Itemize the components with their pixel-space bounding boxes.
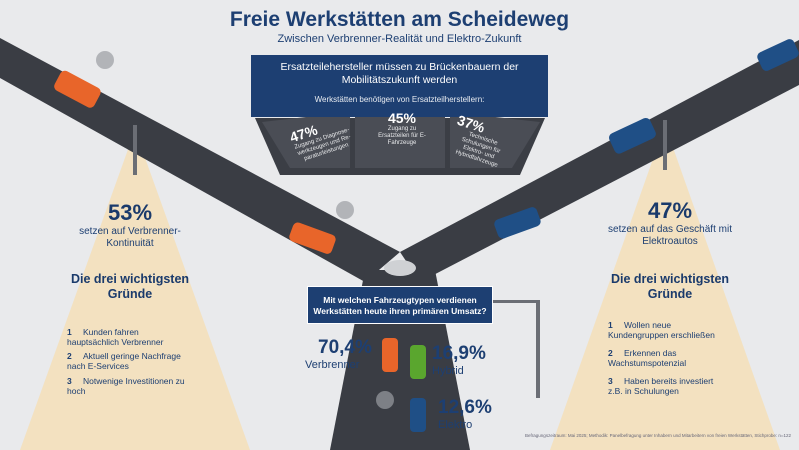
bridge-card-3 bbox=[450, 112, 540, 168]
blue-car-top-right bbox=[757, 39, 799, 71]
right-reason-3: 3 Haben bereits investiert z.B. in Schulu… bbox=[608, 376, 728, 396]
footnote: Befragungszeitraum: Mai 2025; Methodik: … bbox=[525, 433, 791, 438]
left-reason-2: 2 Aktuell geringe Nachfrage nach E-Servic… bbox=[67, 351, 187, 371]
left-road bbox=[0, 38, 400, 282]
left-reason-1: 1 Kunden fahren hauptsächlich Verbrenner bbox=[67, 327, 187, 347]
green-car-bottom bbox=[410, 345, 426, 379]
reason-text: Aktuell geringe Nachfrage nach E-Service… bbox=[67, 351, 181, 371]
smoke-cloud bbox=[376, 391, 394, 409]
smoke-cloud bbox=[96, 51, 114, 69]
reason-number: 2 bbox=[608, 348, 613, 358]
reason-text: Haben bereits investiert z.B. in Schulun… bbox=[608, 376, 714, 396]
sign-post bbox=[536, 300, 540, 398]
bridge-subline: Werkstätten benötigen von Ersatzteilhers… bbox=[314, 95, 485, 104]
roundabout-island bbox=[384, 260, 416, 276]
bridge-banner: Ersatzteilehersteller müssen zu Brückenb… bbox=[251, 55, 548, 117]
revenue-hybrid-label: Hybrid bbox=[432, 365, 464, 377]
bridge-card-1 bbox=[262, 112, 350, 168]
bridge-card-2-content: 45% Zugang zu Ersatzteilen für E-Fahrzeu… bbox=[372, 110, 432, 147]
reason-number: 1 bbox=[67, 327, 72, 337]
left-lamp-post bbox=[133, 125, 137, 175]
bridge-card-2 bbox=[355, 112, 445, 168]
orange-car-top-left bbox=[54, 70, 101, 108]
right-reason-1: 1 Wollen neue Kundengruppen erschließen bbox=[608, 320, 728, 340]
reason-number: 1 bbox=[608, 320, 613, 330]
right-lamp-post bbox=[663, 120, 667, 170]
reason-text: Notwenige Investitionen zu hoch bbox=[67, 376, 185, 396]
right-reason-2: 2 Erkennen das Wachstumspotenzial bbox=[608, 348, 728, 368]
blue-car-right bbox=[609, 117, 656, 154]
reason-number: 3 bbox=[67, 376, 72, 386]
revenue-elektro-value: 12,6% bbox=[438, 397, 492, 418]
smoke-cloud bbox=[336, 201, 354, 219]
sign-arm bbox=[493, 300, 538, 303]
revenue-elektro-label: Elektro bbox=[438, 419, 473, 431]
left-reason-3: 3 Notwenige Investitionen zu hoch bbox=[67, 376, 187, 396]
bridge-headline: Ersatzteilehersteller müssen zu Brückenb… bbox=[280, 61, 519, 86]
left-reasons-title: Die drei wichtigsten Gründe bbox=[70, 272, 190, 301]
orange-car-bottom bbox=[382, 338, 398, 372]
page-title: Freie Werkstätten am Scheideweg bbox=[229, 8, 570, 31]
left-light-cone bbox=[20, 130, 250, 450]
revenue-hybrid-value: 16,9% bbox=[432, 343, 486, 364]
card-2-text: Zugang zu Ersatzteilen für E-Fahrzeuge bbox=[378, 126, 426, 146]
right-reasons-title: Die drei wichtigsten Gründe bbox=[610, 272, 730, 301]
reason-text: Erkennen das Wachstumspotenzial bbox=[608, 348, 687, 368]
question-sign: Mit welchen Fahrzeugtypen verdienen Werk… bbox=[307, 286, 493, 324]
right-value: 47% bbox=[647, 198, 693, 223]
right-light-cone bbox=[550, 125, 780, 450]
left-value: 53% bbox=[107, 200, 153, 225]
reason-text: Wollen neue Kundengruppen erschließen bbox=[608, 320, 715, 340]
reason-number: 2 bbox=[67, 351, 72, 361]
blue-car-center-right bbox=[494, 207, 541, 239]
reason-number: 3 bbox=[608, 376, 613, 386]
blue-car-bottom bbox=[410, 398, 426, 432]
right-text: setzen auf das Geschäft mit Elektroautos bbox=[608, 224, 732, 247]
card-2-value: 45% bbox=[387, 110, 417, 126]
reason-text: Kunden fahren hauptsächlich Verbrenner bbox=[67, 327, 164, 347]
left-text: setzen auf Verbrenner-Kontinuität bbox=[79, 226, 181, 249]
orange-car-center bbox=[289, 222, 336, 254]
revenue-verbrenner-value: 70,4% bbox=[318, 337, 372, 358]
page-subtitle: Zwischen Verbrenner-Realität und Elektro… bbox=[277, 33, 522, 45]
revenue-verbrenner-label: Verbrenner bbox=[305, 359, 360, 371]
